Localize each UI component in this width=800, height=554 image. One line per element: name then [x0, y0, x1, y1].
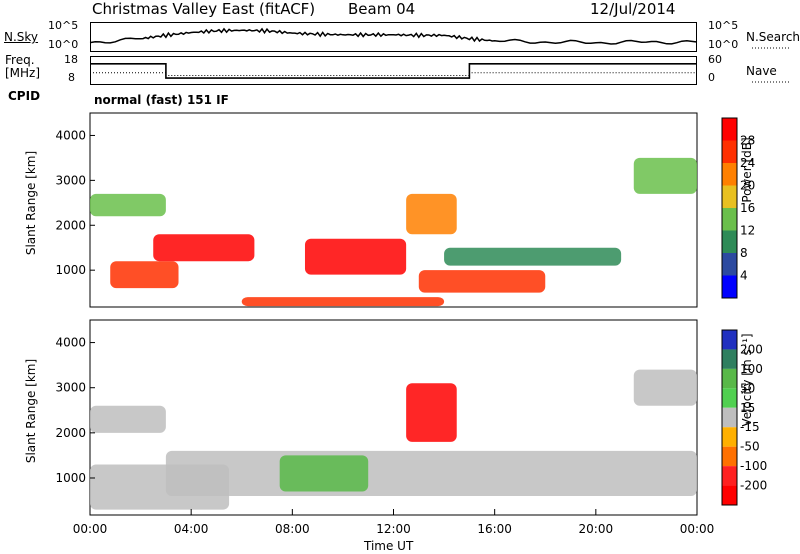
power-colorbar-tick-5: 24 [740, 156, 755, 170]
power-colorbar-tick-4: 20 [740, 179, 755, 193]
power-ytick-label-1: 2000 [55, 218, 86, 232]
velocity-ytick-label-2: 3000 [55, 381, 86, 395]
power-frame [89, 112, 698, 308]
velocity-colorbar-tick-2: 50 [740, 381, 755, 395]
cpid-label: CPID [8, 89, 41, 103]
nave-tick-bottom: 0 [708, 71, 715, 84]
power-region-4 [418, 270, 546, 293]
nave-tick-top: 60 [708, 53, 722, 66]
beam-title: Beam 04 [348, 0, 416, 18]
velocity-colorbar-tick-0: 200 [740, 342, 763, 356]
power-colorbar-seg-6 [722, 253, 737, 276]
power-colorbar-tick-2: 12 [740, 224, 755, 238]
power-ytick-label-2: 3000 [55, 173, 86, 187]
power-colorbar-seg-0 [722, 118, 737, 141]
power-colorbar-seg-7 [722, 275, 737, 298]
freq-label-line2: [MHz] [5, 66, 41, 80]
velocity-colorbar-tick-5: -50 [740, 440, 760, 454]
freq-line [90, 63, 697, 79]
power-region-0 [110, 261, 179, 289]
freq-tick-bottom: 8 [68, 71, 75, 84]
velocity-region-3 [279, 455, 369, 492]
nsearch-tick-bottom: 10^0 [708, 38, 739, 51]
power-colorbar-tick-0: 4 [740, 269, 748, 283]
power-colorbar-seg-5 [722, 230, 737, 253]
power-colorbar-tick-6: 28 [740, 134, 755, 148]
xtick-label-1: 04:00 [174, 522, 209, 536]
xtick-label-2: 08:00 [275, 522, 310, 536]
velocity-colorbar-tick-1: 100 [740, 362, 763, 376]
velocity-region-1 [90, 405, 166, 433]
xlabel: Time UT [364, 539, 414, 553]
velocity-colorbar-seg-5 [722, 427, 737, 447]
velocity-colorbar-seg-2 [722, 368, 737, 389]
xtick-label-5: 20:00 [579, 522, 614, 536]
nsky-tick-top: 10^5 [48, 19, 79, 32]
xtick-label-3: 12:00 [376, 522, 411, 536]
nsky-tick-bottom: 10^0 [48, 38, 79, 51]
velocity-colorbar-seg-7 [722, 466, 737, 486]
power-colorbar-frame [721, 117, 738, 299]
xtick-label-6: 00:00 [680, 522, 715, 536]
velocity-colorbar-tick-6: -100 [740, 459, 767, 473]
velocity-colorbar-seg-1 [722, 349, 737, 369]
date-title: 12/Jul/2014 [590, 0, 676, 18]
power-colorbar-tick-3: 16 [740, 201, 755, 215]
velocity-colorbar-tick-4: -15 [740, 420, 760, 434]
power-ytick-label-0: 1000 [55, 263, 86, 277]
velocity-region-4 [406, 383, 457, 442]
station-title: Christmas Valley East (fitACF) [92, 0, 316, 18]
xtick-label-4: 16:00 [477, 522, 512, 536]
power-region-8 [444, 247, 622, 266]
nave-label: Nave [746, 64, 777, 78]
velocity-colorbar-seg-3 [722, 388, 737, 408]
freq-tick-top: 18 [64, 53, 78, 66]
freq-label-line1: Freq. [5, 53, 35, 67]
power-region-6 [406, 193, 457, 235]
velocity-colorbar-frame [721, 329, 738, 506]
velocity-colorbar-tick-3: 15 [740, 401, 755, 415]
nsky-label: N.Sky [4, 30, 39, 44]
power-colorbar-seg-4 [722, 208, 737, 231]
power-region-5 [90, 193, 166, 217]
nave-line [90, 72, 697, 76]
velocity-colorbar-seg-8 [722, 485, 737, 505]
cpid-text: normal (fast) 151 IF [94, 93, 229, 107]
velocity-region-5 [633, 369, 697, 406]
velocity-ytick-label-1: 2000 [55, 426, 86, 440]
xtick-label-0: 00:00 [73, 522, 108, 536]
velocity-colorbar-tick-7: -200 [740, 479, 767, 493]
power-colorbar-seg-3 [722, 185, 737, 208]
velocity-region-2 [165, 450, 697, 497]
velocity-ytick-label-3: 4000 [55, 336, 86, 350]
nsky-line-0 [89, 27, 698, 45]
power-region-3 [241, 297, 445, 307]
power-colorbar-seg-1 [722, 140, 737, 163]
power-region-7 [633, 157, 697, 194]
power-ytick-label-3: 4000 [55, 128, 86, 142]
nsearch-label: N.Search [746, 30, 800, 44]
velocity-ytick-label-0: 1000 [55, 471, 86, 485]
power-region-1 [153, 234, 255, 262]
freq-panel [90, 56, 697, 85]
power-colorbar-seg-2 [722, 163, 737, 186]
power-region-2 [304, 238, 407, 275]
noise-panel [90, 22, 697, 52]
power-colorbar-tick-1: 8 [740, 246, 748, 260]
velocity-colorbar-seg-6 [722, 446, 737, 467]
velocity-colorbar-seg-4 [722, 407, 737, 428]
nsearch-tick-top: 10^5 [708, 19, 739, 32]
velocity-colorbar-seg-0 [722, 330, 737, 350]
